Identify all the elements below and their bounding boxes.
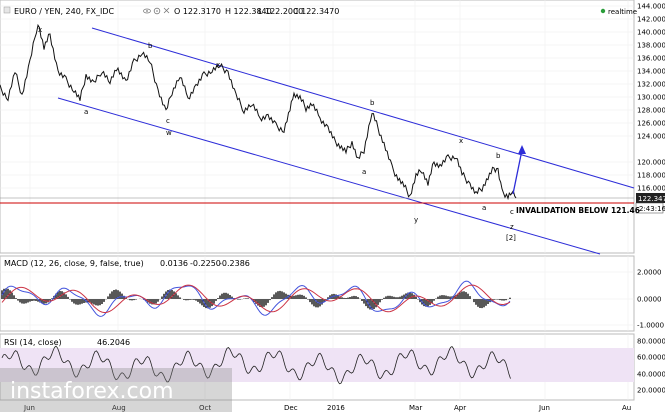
price-series — [0, 23, 517, 201]
price-tick: 128.0000 — [637, 107, 665, 115]
macd-line — [1, 280, 511, 317]
eye-icon[interactable] — [143, 8, 151, 14]
time-tick: Jun — [23, 404, 35, 412]
last-price-label: 122.3470 — [638, 195, 665, 203]
countdown-box — [635, 202, 664, 214]
time-tick: Au — [622, 404, 631, 412]
realtime-label: realtime — [608, 8, 637, 16]
channel-lower-line — [57, 97, 601, 255]
price-tick: 136.0000 — [637, 55, 665, 63]
rsi-tick: 20.0000 — [637, 387, 665, 395]
macd-label: MACD (12, 26, close, 9, false, true) — [4, 259, 144, 268]
channel-upper-line — [91, 27, 635, 189]
rsi-band — [0, 348, 634, 382]
wave-label: b — [496, 152, 501, 160]
wave-label: z — [510, 223, 514, 231]
high-value: H 122.3840 — [225, 7, 272, 16]
macd-panel[interactable] — [0, 255, 635, 332]
rsi-line — [1, 345, 511, 385]
watermark-text: instaforex.com — [10, 379, 174, 404]
time-axis[interactable]: Jun Aug Oct Dec 2016 Mar Apr Jun Au — [23, 404, 631, 412]
rsi-value: 46.2046 — [97, 338, 130, 347]
open-value: O 122.3170 — [174, 7, 221, 16]
price-tick: 124.0000 — [637, 133, 665, 141]
rsi-axis: 80.0000 60.0000 40.0000 20.0000 — [637, 338, 665, 395]
macd-axis: 2.0000 0.0000 -1.0000 — [637, 269, 664, 330]
macd-hist-value: -0.2386 — [219, 259, 250, 268]
last-price-box — [636, 193, 665, 203]
wave-label: a — [362, 168, 366, 176]
watermark-box — [0, 368, 232, 412]
wave-label: b — [370, 99, 375, 107]
price-tick: 140.0000 — [637, 29, 665, 37]
price-tick: 142.0000 — [637, 16, 665, 24]
wave-label: c — [510, 208, 514, 216]
realtime-indicator: realtime — [600, 8, 637, 16]
price-tick: 116.0000 — [637, 185, 665, 193]
wave-label: c — [166, 117, 170, 125]
macd-signal-line — [1, 284, 511, 313]
symbol-square-icon — [3, 6, 11, 14]
rsi-tick: 80.0000 — [637, 338, 665, 346]
rsi-tick: 40.0000 — [637, 371, 665, 379]
last-price-badge: 122.3470 2:43:16 — [635, 193, 665, 214]
time-tick: Oct — [199, 404, 211, 412]
macd-signal-value: -0.2250 — [190, 259, 221, 268]
time-tick: Dec — [284, 404, 298, 412]
price-tick: 144.0000 — [637, 3, 665, 11]
wave-label: a — [84, 108, 88, 116]
macd-tick: 2.0000 — [637, 269, 662, 277]
price-tick: 134.0000 — [637, 68, 665, 76]
close-icon[interactable] — [163, 7, 170, 14]
wave-label: y — [414, 216, 418, 224]
time-tick: Aug — [112, 404, 126, 412]
price-panel[interactable] — [0, 0, 635, 254]
price-tick: 132.0000 — [637, 81, 665, 89]
watermark: instaforex.com — [0, 368, 232, 412]
time-tick: Jun — [538, 404, 550, 412]
wave-label: x — [459, 137, 463, 145]
macd-value: 0.0136 — [160, 259, 188, 268]
close-value: C 122.3470 — [293, 7, 339, 16]
wave-label: x — [216, 61, 220, 69]
price-tick: 118.0000 — [637, 172, 665, 180]
chart-header: EURO / YEN, 240, FX_IDC O 122.3170 H 122… — [3, 6, 339, 16]
symbol-label: EURO / YEN, 240, FX_IDC — [14, 7, 115, 16]
wave-label: b — [148, 42, 153, 50]
wave-label: w — [166, 129, 172, 137]
price-tick: 120.0000 — [637, 159, 665, 167]
time-tick: Mar — [409, 404, 422, 412]
macd-tick: -1.0000 — [637, 322, 664, 330]
time-tick: Apr — [454, 404, 466, 412]
wave-label: a — [482, 204, 486, 212]
countdown-label: 2:43:16 — [639, 205, 665, 213]
price-axis[interactable]: 144.0000 142.0000 140.0000 138.0000 136.0000… — [637, 3, 665, 193]
invalidation-annotation: INVALIDATION BELOW 121.46 — [516, 206, 640, 215]
gear-icon[interactable] — [153, 7, 161, 15]
wave-label: [2] — [506, 234, 516, 242]
wave-label: x — [38, 26, 42, 34]
price-tick: 130.0000 — [637, 94, 665, 102]
price-tick: 126.0000 — [637, 120, 665, 128]
macd-tick: 0.0000 — [637, 296, 662, 304]
rsi-tick: 60.0000 — [637, 354, 665, 362]
realtime-dot-icon — [600, 8, 606, 14]
price-tick: 138.0000 — [637, 42, 665, 50]
time-tick: 2016 — [327, 404, 345, 412]
rsi-label: RSI (14, close) — [4, 338, 62, 347]
projection-arrow — [512, 145, 526, 195]
low-value: L 122.2000 — [258, 7, 303, 16]
